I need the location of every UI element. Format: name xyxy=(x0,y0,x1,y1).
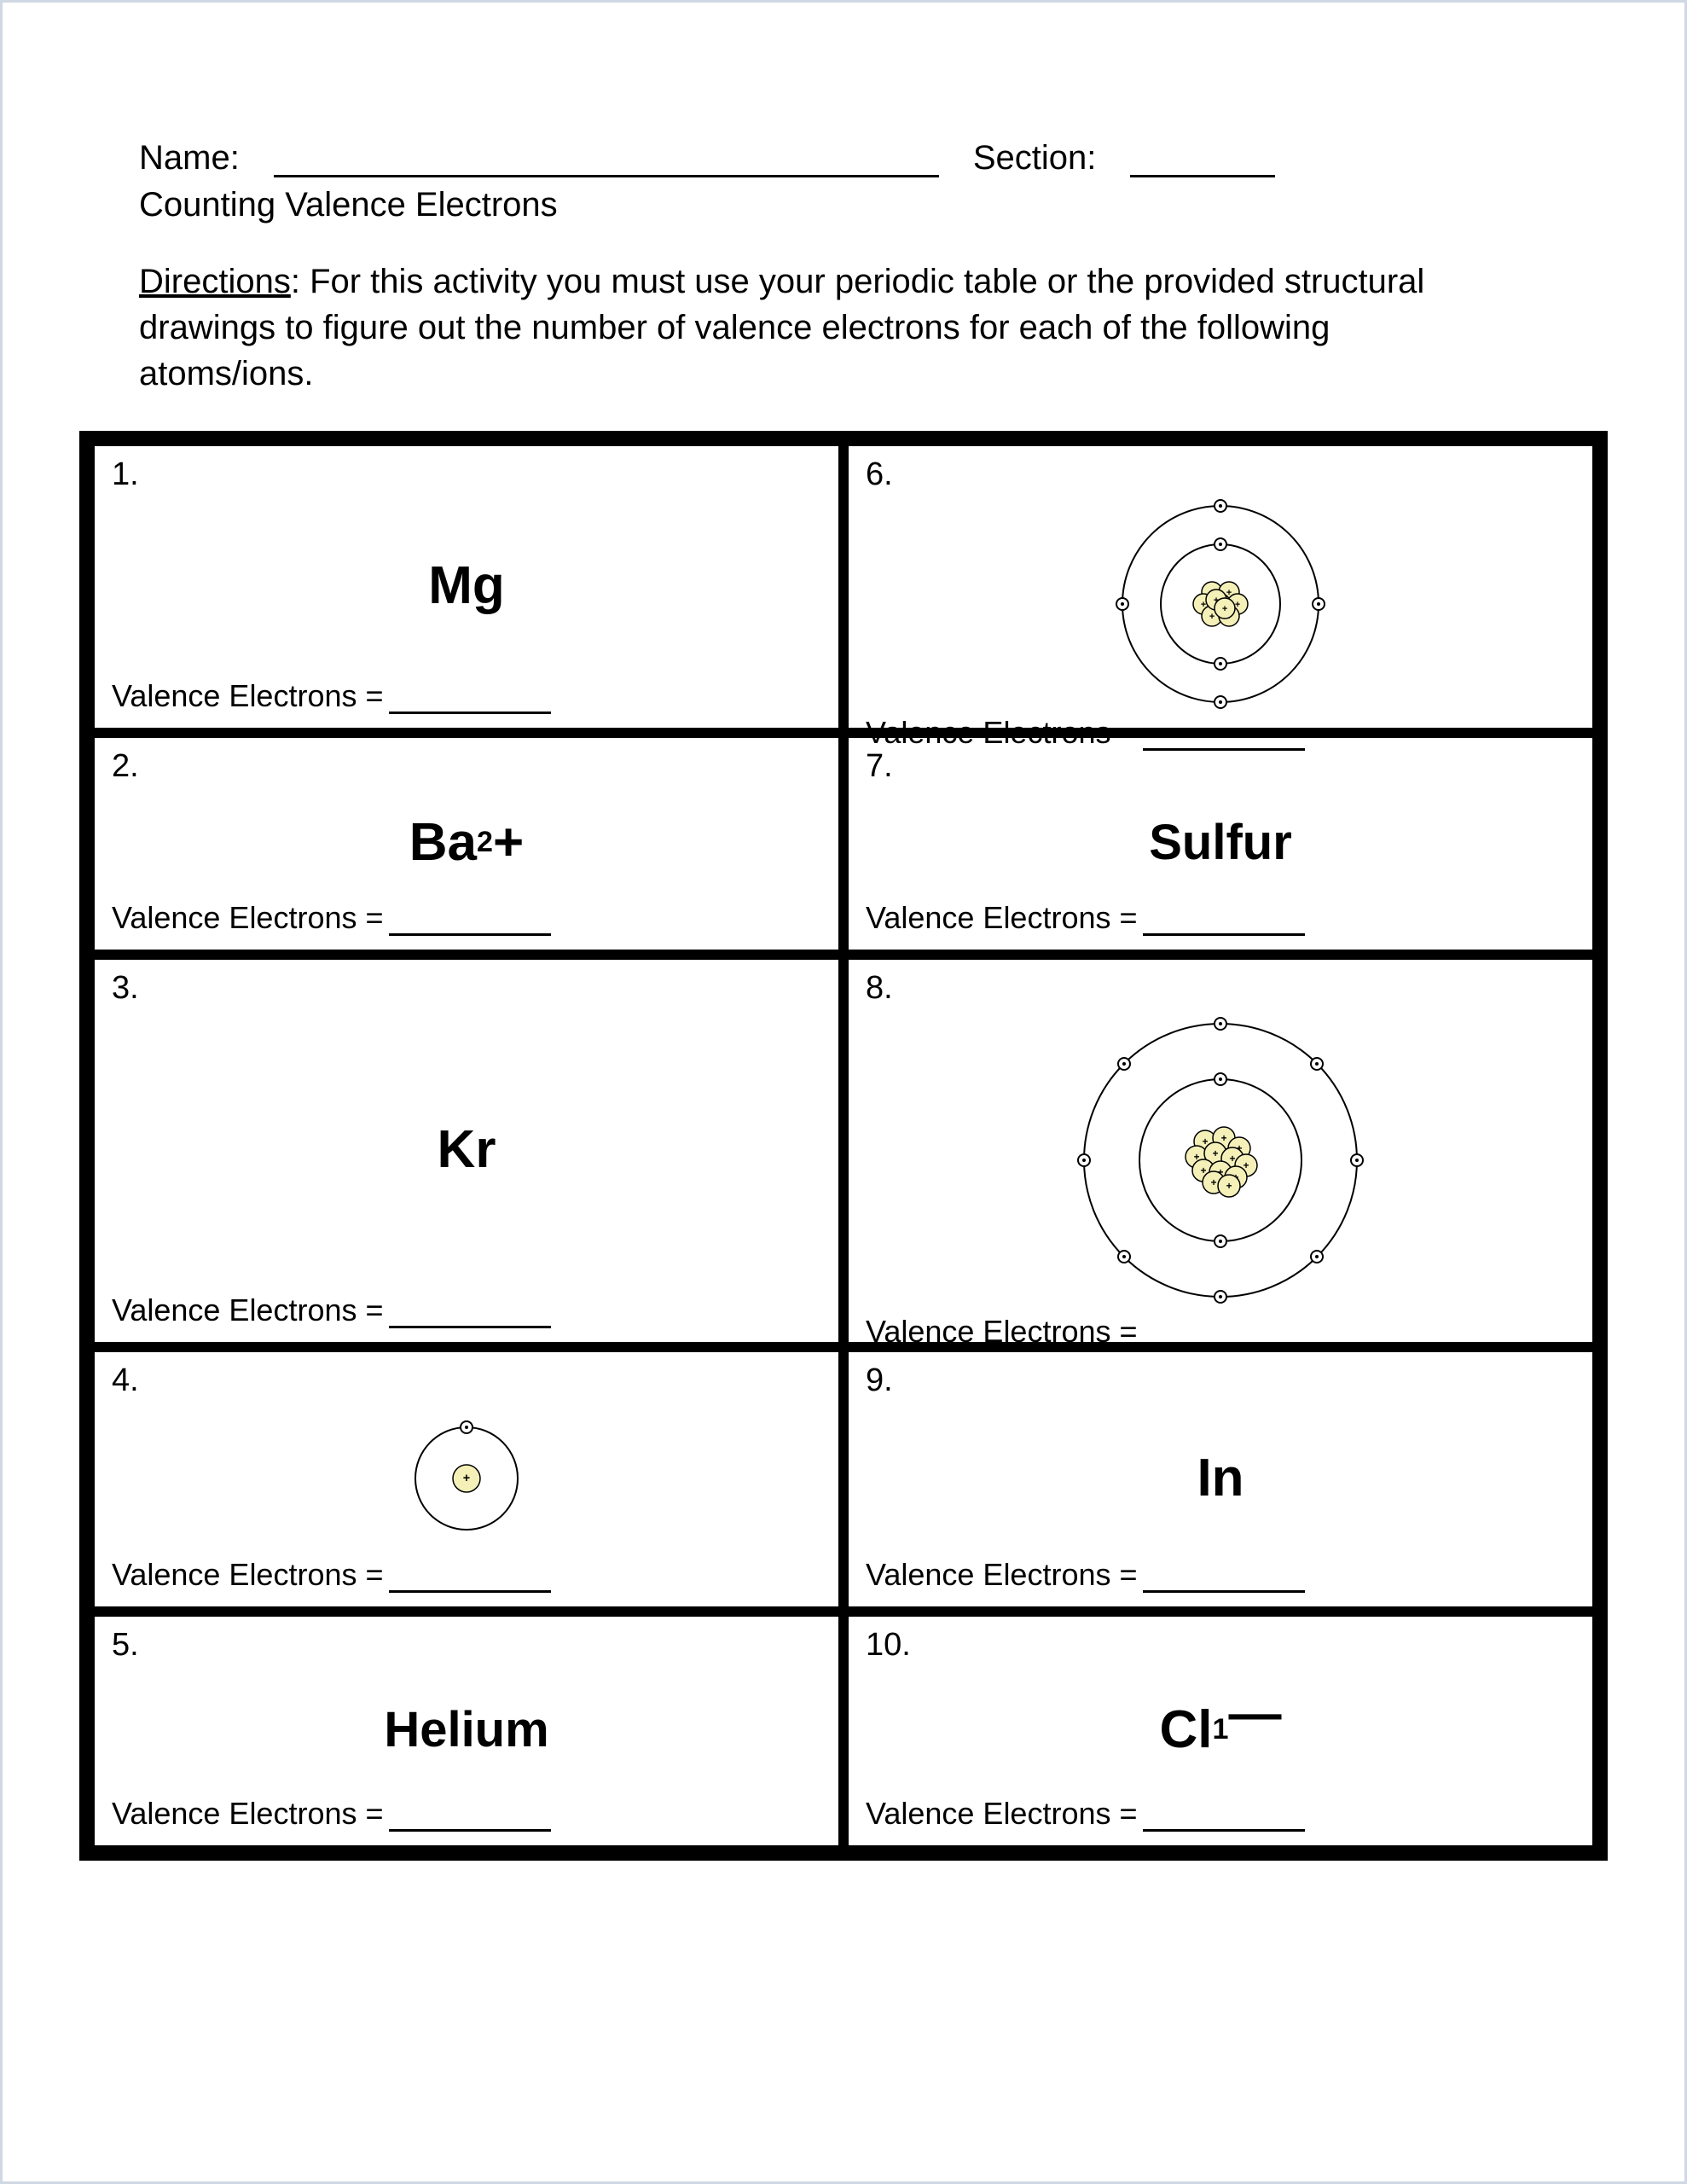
answer-row: Valence Electrons = xyxy=(866,1796,1575,1832)
directions-label: Directions xyxy=(139,263,291,300)
answer-input-line[interactable] xyxy=(389,905,551,936)
answer-row: Valence Electrons = xyxy=(112,1796,821,1832)
answer-input-line[interactable] xyxy=(1143,905,1305,936)
name-label: Name: xyxy=(139,139,240,177)
problem-number: 10. xyxy=(866,1627,1575,1664)
problem-cell: 10.Cl1—Valence Electrons = xyxy=(844,1612,1597,1850)
problem-content: Mg xyxy=(112,493,821,678)
answer-row: Valence Electrons = xyxy=(112,1292,821,1328)
problem-number: 1. xyxy=(112,456,821,493)
problem-cell: 7.SulfurValence Electrons = xyxy=(844,733,1597,955)
problem-cell: 2.Ba2+Valence Electrons = xyxy=(90,733,844,955)
answer-label: Valence Electrons = xyxy=(112,1557,384,1593)
problem-number: 6. xyxy=(866,456,1575,493)
answer-input-line[interactable] xyxy=(1143,1319,1305,1350)
problem-content: Kr xyxy=(112,1007,821,1292)
problem-content: Ba2+ xyxy=(112,785,821,900)
problem-number: 4. xyxy=(112,1362,821,1399)
answer-row: Valence Electrons = xyxy=(866,900,1575,936)
name-section-row: Name: Section: xyxy=(139,139,1548,177)
answer-row: Valence Electrons = xyxy=(866,1314,1575,1350)
answer-input-line[interactable] xyxy=(389,1298,551,1328)
problem-content: +++++++++ xyxy=(866,493,1575,715)
worksheet-page: Name: Section: Counting Valence Electron… xyxy=(0,0,1687,2184)
svg-text:+: + xyxy=(463,1472,470,1485)
problem-content: Cl1— xyxy=(866,1664,1575,1796)
name-input-line[interactable] xyxy=(274,143,939,177)
problem-number: 2. xyxy=(112,748,821,785)
answer-input-line[interactable] xyxy=(389,1562,551,1593)
directions-text: : For this activity you must use your pe… xyxy=(139,263,1424,392)
problem-number: 7. xyxy=(866,748,1575,785)
svg-text:+: + xyxy=(1221,1133,1227,1144)
svg-text:+: + xyxy=(1226,1181,1232,1192)
svg-text:+: + xyxy=(1211,1177,1217,1188)
answer-label: Valence Electrons = xyxy=(112,678,384,714)
answer-label: Valence Electrons = xyxy=(866,900,1138,936)
answer-row: Valence Electrons = xyxy=(112,678,821,714)
svg-text:+: + xyxy=(1213,1148,1219,1159)
problem-cell: 9.InValence Electrons = xyxy=(844,1347,1597,1612)
answer-label: Valence Electrons = xyxy=(112,900,384,936)
problem-cell: 8.++++++++++++Valence Electrons = xyxy=(844,955,1597,1347)
answer-input-line[interactable] xyxy=(1143,1562,1305,1593)
worksheet-title: Counting Valence Electrons xyxy=(139,186,1548,224)
problem-content: Helium xyxy=(112,1664,821,1796)
svg-text:+: + xyxy=(1222,604,1227,614)
problem-grid: 1.MgValence Electrons =6.+++++++++Valenc… xyxy=(79,431,1608,1861)
answer-label: Valence Electrons = xyxy=(866,1796,1138,1832)
problem-content: + xyxy=(112,1399,821,1557)
answer-input-line[interactable] xyxy=(389,683,551,714)
problem-number: 3. xyxy=(112,970,821,1007)
section-input-line[interactable] xyxy=(1130,143,1275,177)
svg-text:+: + xyxy=(1209,612,1215,622)
problem-content: ++++++++++++ xyxy=(866,1007,1575,1314)
problem-cell: 1.MgValence Electrons = xyxy=(90,441,844,733)
directions: Directions: For this activity you must u… xyxy=(139,258,1548,397)
header: Name: Section: Counting Valence Electron… xyxy=(62,54,1625,397)
problem-number: 5. xyxy=(112,1627,821,1664)
problem-number: 8. xyxy=(866,970,1575,1007)
answer-row: Valence Electrons = xyxy=(866,1557,1575,1593)
answer-label: Valence Electrons = xyxy=(866,1314,1138,1350)
answer-input-line[interactable] xyxy=(1143,1801,1305,1832)
problem-content: Sulfur xyxy=(866,785,1575,900)
problem-cell: 3.KrValence Electrons = xyxy=(90,955,844,1347)
answer-row: Valence Electrons = xyxy=(112,900,821,936)
answer-input-line[interactable] xyxy=(389,1801,551,1832)
answer-label: Valence Electrons = xyxy=(866,1557,1138,1593)
answer-label: Valence Electrons = xyxy=(112,1796,384,1832)
svg-text:+: + xyxy=(1230,1153,1236,1165)
answer-row: Valence Electrons = xyxy=(112,1557,821,1593)
problem-number: 9. xyxy=(866,1362,1575,1399)
problem-cell: 4. + Valence Electrons = xyxy=(90,1347,844,1612)
problem-content: In xyxy=(866,1399,1575,1557)
answer-label: Valence Electrons = xyxy=(112,1292,384,1328)
problem-cell: 5.HeliumValence Electrons = xyxy=(90,1612,844,1850)
problem-cell: 6.+++++++++Valence Electrons = xyxy=(844,441,1597,733)
section-label: Section: xyxy=(973,139,1097,177)
